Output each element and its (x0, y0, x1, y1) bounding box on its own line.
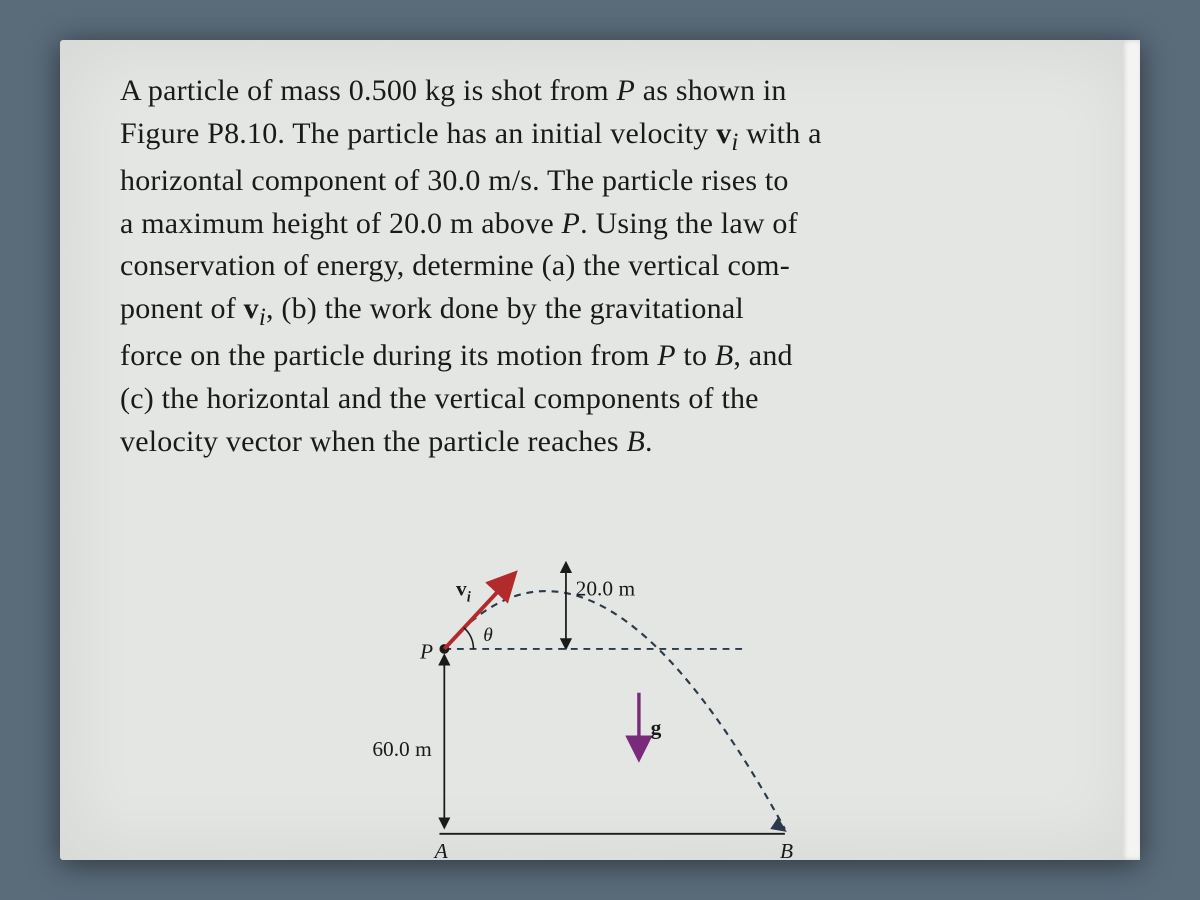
text: with a (739, 117, 822, 150)
label-drop: 60.0 m (372, 737, 432, 761)
velocity-symbol: v (716, 117, 731, 150)
text: horizontal component of (120, 164, 427, 197)
trajectory-path (444, 591, 785, 829)
trajectory-figure-svg: P A B vi θ 20.0 m g 60.0 m (320, 503, 880, 863)
max-height: 20.0 m (389, 207, 474, 240)
text: is shot from (455, 74, 616, 107)
trajectory-arrowhead-icon (770, 817, 787, 832)
text: A particle of mass (120, 74, 349, 107)
text: . Using the law of (580, 207, 798, 240)
label-theta: θ (483, 625, 493, 646)
figure-ref: Figure P8.10 (120, 117, 277, 150)
point-P: P (617, 74, 636, 107)
velocity-arrow (444, 576, 512, 649)
point-B: B (715, 339, 734, 372)
text: . The particle has an initial velocity (277, 117, 716, 150)
label-A: A (433, 839, 449, 863)
part-a-cont: ponent of (120, 292, 244, 325)
velocity-symbol-2: v (244, 292, 259, 325)
text: as shown in (635, 74, 787, 107)
label-peak-height: 20.0 m (576, 577, 636, 601)
text: . The particle rises to (532, 164, 788, 197)
period: . (645, 425, 653, 458)
text: conservation of energy, determine (120, 249, 542, 282)
part-c: (c) the horizontal and the vertical comp… (120, 382, 759, 415)
label-P: P (419, 640, 433, 664)
velocity-sub-2: i (259, 304, 266, 331)
mass-value: 0.500 kg (349, 74, 456, 107)
comma: , (266, 292, 281, 325)
figure-container: P A B vi θ 20.0 m g 60.0 m (120, 503, 1080, 863)
point-P-2: P (562, 207, 581, 240)
label-vi: vi (456, 577, 471, 606)
horizontal-component: 30.0 m/s (427, 164, 532, 197)
text: a maximum height of (120, 207, 389, 240)
part-c-cont: velocity vector when the particle reache… (120, 425, 627, 458)
point-B-2: B (627, 425, 646, 458)
angle-arc (464, 628, 474, 649)
and-word: , and (733, 339, 792, 372)
label-B: B (780, 839, 793, 863)
point-P-3: P (657, 339, 676, 372)
velocity-sub: i (731, 129, 738, 156)
to-word: to (676, 339, 715, 372)
part-b: (b) the work done by the gravitational (281, 292, 743, 325)
part-a: (a) the vertical com- (542, 249, 790, 282)
page: A particle of mass 0.500 kg is shot from… (60, 40, 1140, 860)
part-b-cont: force on the particle during its motion … (120, 339, 657, 372)
text: above (474, 207, 562, 240)
problem-statement: A particle of mass 0.500 kg is shot from… (120, 70, 1080, 463)
label-g: g (651, 716, 662, 740)
